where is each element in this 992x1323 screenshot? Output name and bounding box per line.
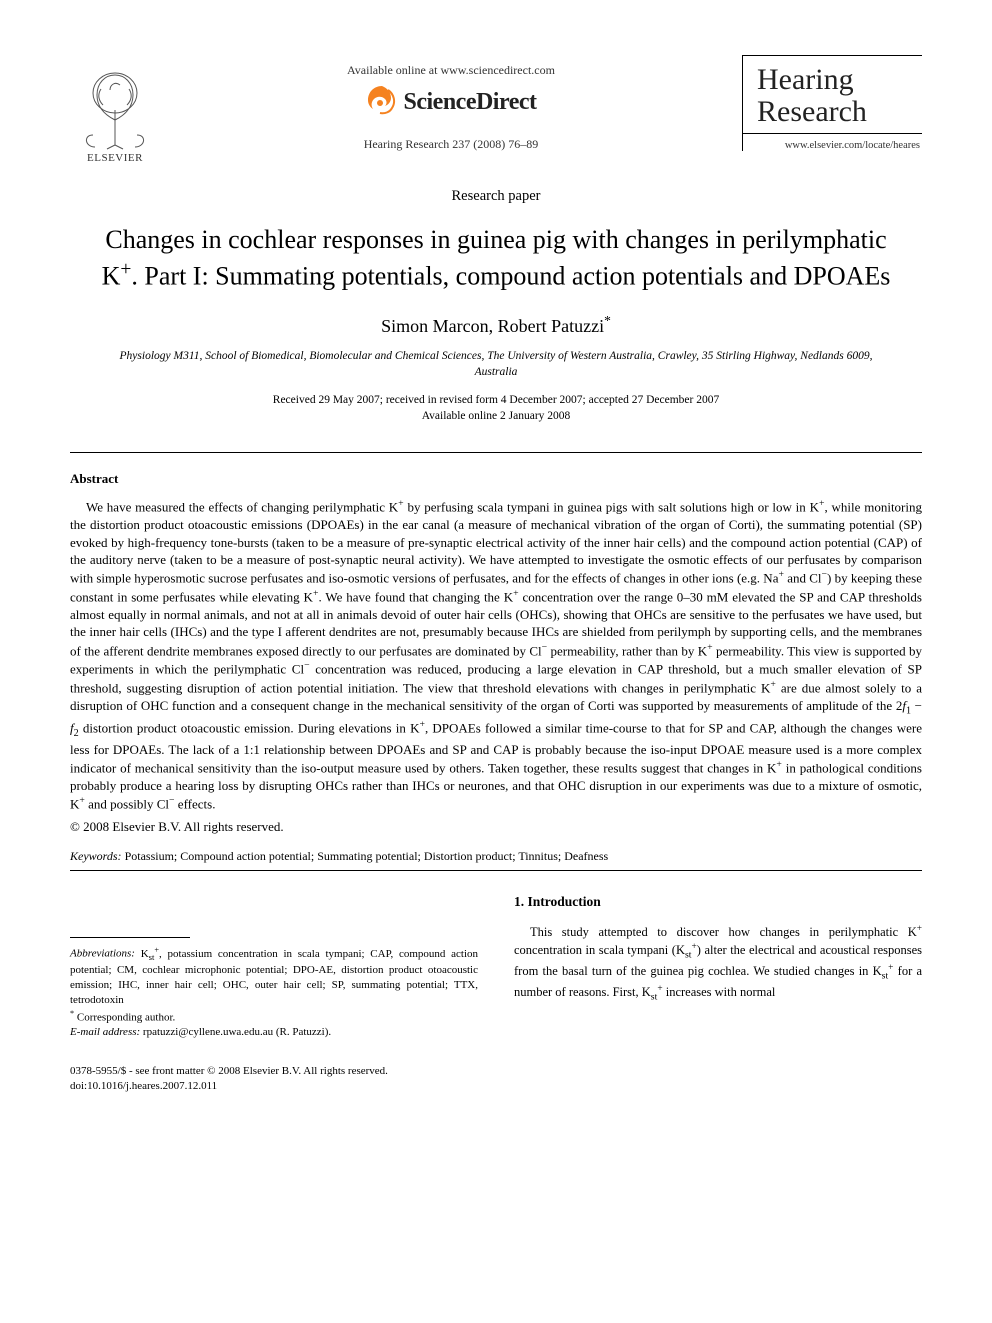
journal-title-line1: Hearing — [757, 64, 912, 96]
left-column: Abbreviations: Kst+, potassium concentra… — [70, 893, 478, 1040]
footnote-rule — [70, 937, 190, 938]
abbreviations-footnote: Abbreviations: Kst+, potassium concentra… — [70, 944, 478, 1008]
abbrev-label: Abbreviations: — [70, 948, 135, 960]
body-columns: Abbreviations: Kst+, potassium concentra… — [70, 893, 922, 1040]
dates-received: Received 29 May 2007; received in revise… — [70, 392, 922, 408]
journal-title-block: Hearing Research www.elsevier.com/locate… — [742, 55, 922, 151]
journal-title-box: Hearing Research — [743, 55, 922, 134]
paper-title: Changes in cochlear responses in guinea … — [100, 223, 892, 293]
affiliation: Physiology M311, School of Biomedical, B… — [110, 349, 882, 380]
doi-line: doi:10.1016/j.heares.2007.12.011 — [70, 1079, 922, 1094]
elsevier-tree-icon — [75, 65, 155, 150]
corresponding-text: Corresponding author. — [77, 1011, 175, 1023]
email-label: E-mail address: — [70, 1026, 140, 1038]
email-whom: (R. Patuzzi). — [276, 1026, 331, 1038]
front-matter-footer: 0378-5955/$ - see front matter © 2008 El… — [70, 1064, 922, 1094]
journal-url: www.elsevier.com/locate/heares — [743, 140, 922, 151]
header-center: Available online at www.sciencedirect.co… — [160, 55, 742, 152]
corresponding-author-footnote: * Corresponding author. — [70, 1008, 478, 1026]
sciencedirect-brand: ScienceDirect — [366, 84, 537, 121]
rule-above-abstract — [70, 452, 922, 453]
sciencedirect-swirl-icon — [366, 84, 398, 121]
author-list: Simon Marcon, Robert Patuzzi* — [70, 313, 922, 337]
abstract-heading: Abstract — [70, 471, 922, 487]
abstract-body: We have measured the effects of changing… — [70, 497, 922, 812]
abstract-copyright: © 2008 Elsevier B.V. All rights reserved… — [70, 819, 922, 835]
article-dates: Received 29 May 2007; received in revise… — [70, 392, 922, 424]
intro-paragraph: This study attempted to discover how cha… — [514, 923, 922, 1003]
keywords-text: Potassium; Compound action potential; Su… — [125, 849, 609, 863]
sciencedirect-wordmark: ScienceDirect — [404, 89, 537, 116]
journal-title-line2: Research — [757, 96, 912, 128]
available-online-text: Available online at www.sciencedirect.co… — [160, 63, 742, 78]
dates-online: Available online 2 January 2008 — [70, 408, 922, 424]
keywords-label: Keywords: — [70, 849, 122, 863]
keywords-line: Keywords: Potassium; Compound action pot… — [70, 849, 922, 864]
issn-line: 0378-5955/$ - see front matter © 2008 El… — [70, 1064, 922, 1079]
publisher-name: ELSEVIER — [70, 152, 160, 164]
page-header: ELSEVIER Available online at www.science… — [70, 55, 922, 164]
corresponding-marker: * — [70, 1009, 74, 1018]
abstract-text: We have measured the effects of changing… — [70, 497, 922, 812]
email-value[interactable]: rpatuzzi@cyllene.uwa.edu.au — [143, 1026, 273, 1038]
publisher-logo-block: ELSEVIER — [70, 55, 160, 164]
rule-below-keywords — [70, 870, 922, 871]
paper-type-label: Research paper — [70, 188, 922, 205]
citation-line: Hearing Research 237 (2008) 76–89 — [160, 137, 742, 152]
right-column: 1. Introduction This study attempted to … — [514, 893, 922, 1040]
section-1-heading: 1. Introduction — [514, 893, 922, 911]
email-footnote: E-mail address: rpatuzzi@cyllene.uwa.edu… — [70, 1025, 478, 1040]
